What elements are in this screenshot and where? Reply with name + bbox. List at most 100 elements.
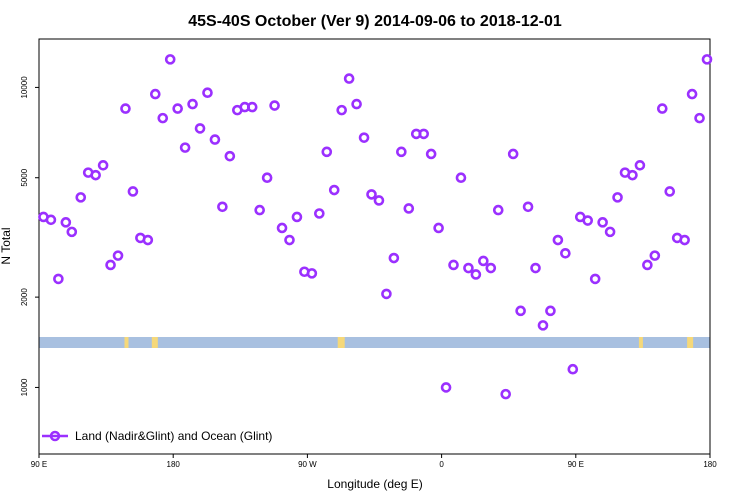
data-point bbox=[112, 250, 124, 261]
data-point bbox=[373, 195, 385, 206]
data-point bbox=[478, 255, 489, 267]
x-axis-label: Longitude (deg E) bbox=[327, 477, 422, 491]
data-point bbox=[90, 169, 101, 181]
data-point bbox=[656, 103, 668, 114]
data-point bbox=[276, 222, 288, 234]
data-point bbox=[612, 192, 623, 203]
data-point bbox=[686, 88, 698, 100]
data-point bbox=[507, 148, 519, 160]
data-point bbox=[269, 100, 280, 111]
x-tick-label: 0 bbox=[439, 460, 444, 469]
data-point bbox=[433, 222, 444, 234]
data-point bbox=[530, 262, 541, 274]
data-point bbox=[187, 98, 198, 110]
data-point bbox=[418, 128, 430, 140]
x-tick-label: 90 W bbox=[298, 460, 317, 469]
land-patch bbox=[337, 337, 345, 348]
data-point bbox=[150, 88, 161, 100]
data-point bbox=[567, 363, 579, 375]
data-point bbox=[649, 250, 661, 261]
ocean-band bbox=[39, 337, 710, 348]
data-point bbox=[179, 142, 191, 153]
data-point bbox=[194, 123, 206, 134]
legend-label: Land (Nadir&Glint) and Ocean (Glint) bbox=[75, 429, 272, 443]
data-point bbox=[217, 201, 228, 213]
y-tick-label: 5000 bbox=[20, 168, 29, 186]
data-point bbox=[351, 98, 362, 110]
data-point bbox=[403, 203, 415, 214]
data-point bbox=[470, 269, 482, 280]
data-point bbox=[627, 169, 638, 181]
data-point bbox=[254, 204, 265, 216]
data-point bbox=[75, 192, 87, 203]
data-point bbox=[306, 268, 318, 279]
data-point bbox=[97, 160, 109, 171]
data-point bbox=[202, 87, 213, 99]
data-point bbox=[679, 234, 690, 246]
data-point bbox=[463, 262, 474, 274]
x-tick-label: 90 E bbox=[568, 460, 584, 469]
data-point bbox=[694, 112, 705, 124]
data-point bbox=[321, 146, 333, 158]
data-point bbox=[164, 54, 176, 65]
map-band bbox=[39, 337, 710, 348]
data-point bbox=[284, 234, 295, 246]
data-point bbox=[381, 288, 392, 300]
data-point bbox=[246, 101, 258, 113]
legend: Land (Nadir&Glint) and Ocean (Glint) bbox=[42, 429, 272, 443]
data-point bbox=[560, 247, 571, 259]
data-point bbox=[66, 226, 78, 238]
land-patch bbox=[124, 337, 129, 348]
data-point bbox=[589, 273, 601, 285]
data-point bbox=[142, 234, 154, 246]
data-point bbox=[582, 215, 594, 226]
legend-marker bbox=[49, 430, 61, 442]
data-point bbox=[604, 226, 616, 238]
data-point bbox=[552, 234, 564, 246]
data-point bbox=[425, 148, 437, 160]
series-points bbox=[38, 54, 713, 400]
data-point bbox=[537, 320, 549, 331]
data-point bbox=[336, 104, 347, 116]
data-point bbox=[642, 259, 653, 271]
y-tick-label: 1000 bbox=[20, 378, 29, 396]
data-point bbox=[545, 305, 556, 317]
y-tick-label: 2000 bbox=[20, 288, 29, 306]
land-patches bbox=[124, 337, 694, 348]
data-point bbox=[515, 305, 526, 317]
data-point bbox=[366, 189, 377, 200]
land-patch bbox=[151, 337, 158, 348]
data-point bbox=[105, 259, 116, 271]
data-point bbox=[224, 150, 236, 162]
x-axis: 90 E 180 90 W 0 90 E 180 bbox=[31, 454, 717, 469]
data-point bbox=[172, 103, 183, 114]
data-point bbox=[522, 201, 534, 213]
y-axis-label: N Total bbox=[0, 227, 13, 264]
data-point bbox=[701, 54, 713, 65]
data-point bbox=[634, 160, 646, 171]
land-patch bbox=[638, 337, 643, 348]
data-point bbox=[388, 252, 400, 264]
data-point bbox=[485, 262, 497, 274]
chart-title: 45S-40S October (Ver 9) 2014-09-06 to 20… bbox=[188, 13, 562, 30]
data-point bbox=[396, 146, 407, 158]
data-point bbox=[157, 112, 169, 124]
data-point bbox=[127, 186, 139, 197]
data-point bbox=[45, 214, 57, 226]
data-point bbox=[492, 204, 504, 216]
x-tick-label: 180 bbox=[703, 460, 717, 469]
land-patch bbox=[687, 337, 694, 348]
x-tick-label: 90 E bbox=[31, 460, 47, 469]
x-tick-label: 180 bbox=[167, 460, 181, 469]
data-point bbox=[440, 382, 452, 393]
data-point bbox=[328, 184, 340, 196]
data-point bbox=[500, 388, 512, 400]
data-point bbox=[448, 259, 459, 271]
data-point bbox=[291, 211, 303, 223]
data-point bbox=[53, 273, 64, 285]
data-point bbox=[120, 103, 131, 114]
data-point bbox=[261, 172, 273, 184]
data-point bbox=[209, 134, 221, 145]
plot-area-frame bbox=[38, 38, 711, 455]
